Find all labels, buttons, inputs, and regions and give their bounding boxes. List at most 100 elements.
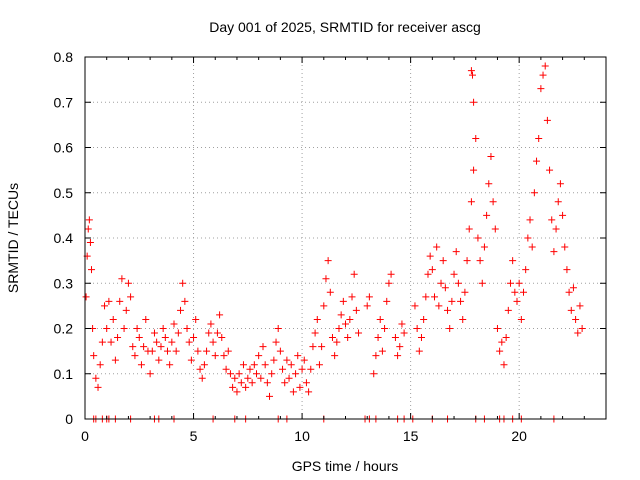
x-axis-label: GPS time / hours xyxy=(292,458,399,474)
data-point xyxy=(163,347,171,355)
data-point xyxy=(255,352,263,360)
data-point xyxy=(318,343,326,351)
data-point xyxy=(155,356,163,364)
data-point xyxy=(285,374,293,382)
data-point xyxy=(339,297,347,305)
data-point xyxy=(181,297,189,305)
data-point xyxy=(394,352,402,360)
data-point xyxy=(391,334,399,342)
data-point xyxy=(444,306,452,314)
data-point xyxy=(177,306,185,314)
data-point xyxy=(569,284,577,292)
data-point xyxy=(506,279,514,287)
data-point xyxy=(103,325,111,332)
data-point xyxy=(203,347,211,355)
data-point xyxy=(574,329,582,337)
data-point xyxy=(150,329,158,337)
data-point xyxy=(365,293,373,301)
axis-tick-labels: 0 5 10 15 20 0 0.1 0.2 0.3 0.4 0.5 0.6 0.7 0.8 xyxy=(54,49,528,444)
data-point xyxy=(157,343,165,351)
data-point xyxy=(541,62,549,70)
data-point xyxy=(311,329,319,337)
data-point xyxy=(563,266,571,274)
data-point xyxy=(335,325,343,332)
data-point xyxy=(374,334,382,342)
data-point xyxy=(82,293,90,301)
data-point xyxy=(120,325,128,332)
data-point xyxy=(463,257,471,265)
data-point xyxy=(190,334,198,342)
data-point xyxy=(86,239,94,247)
data-point xyxy=(344,334,352,342)
data-point xyxy=(294,352,302,360)
data-point xyxy=(500,361,508,369)
data-point xyxy=(261,361,269,369)
data-point xyxy=(433,243,441,251)
data-point xyxy=(461,288,469,296)
data-point xyxy=(450,270,458,278)
data-point xyxy=(476,257,484,265)
data-point xyxy=(172,347,180,355)
data-point xyxy=(85,216,93,224)
data-point xyxy=(567,306,575,314)
data-point xyxy=(517,315,525,323)
data-point xyxy=(137,361,145,369)
data-point xyxy=(237,379,245,387)
data-point xyxy=(333,338,341,346)
data-point xyxy=(537,85,545,93)
data-point xyxy=(548,216,556,224)
data-point xyxy=(324,257,332,265)
data-point xyxy=(268,370,276,378)
data-point xyxy=(326,288,334,296)
data-point xyxy=(459,315,467,323)
data-point xyxy=(90,352,98,360)
data-point xyxy=(387,270,395,278)
data-point xyxy=(292,370,300,378)
data-point xyxy=(355,329,363,337)
data-point xyxy=(198,374,206,382)
data-point xyxy=(185,338,193,346)
data-point xyxy=(342,320,349,328)
data-point xyxy=(376,315,384,323)
data-point xyxy=(535,134,543,142)
data-point xyxy=(302,379,310,387)
data-point xyxy=(474,234,482,242)
data-point xyxy=(420,315,428,323)
data-point xyxy=(131,352,139,360)
data-point xyxy=(246,365,254,373)
y-tick-label: 0.1 xyxy=(54,366,74,382)
data-point xyxy=(346,315,354,323)
data-point xyxy=(279,365,287,373)
data-point xyxy=(543,116,551,124)
data-point xyxy=(415,347,423,355)
data-point xyxy=(428,266,436,274)
data-point xyxy=(522,266,530,274)
data-point xyxy=(305,388,313,396)
data-point xyxy=(491,225,499,233)
data-point xyxy=(129,343,137,351)
data-point xyxy=(211,352,219,360)
data-point xyxy=(146,370,154,378)
y-tick-label: 0 xyxy=(65,411,73,427)
data-point xyxy=(233,388,241,396)
data-point xyxy=(231,374,239,382)
data-point xyxy=(383,297,391,305)
data-point xyxy=(287,361,295,369)
data-point xyxy=(205,329,213,337)
chart-title: Day 001 of 2025, SRMTID for receiver asc… xyxy=(209,19,481,35)
data-point xyxy=(502,334,510,342)
data-point xyxy=(124,279,132,287)
data-point xyxy=(218,334,226,342)
data-point xyxy=(446,325,454,332)
data-point xyxy=(300,356,308,364)
data-point xyxy=(276,347,284,355)
data-point xyxy=(168,338,176,346)
data-point xyxy=(526,216,534,224)
data-point xyxy=(328,334,336,342)
data-point xyxy=(370,370,378,378)
data-point xyxy=(216,311,224,319)
data-point xyxy=(313,315,321,323)
data-point xyxy=(133,325,141,332)
y-tick-label: 0.5 xyxy=(54,185,74,201)
